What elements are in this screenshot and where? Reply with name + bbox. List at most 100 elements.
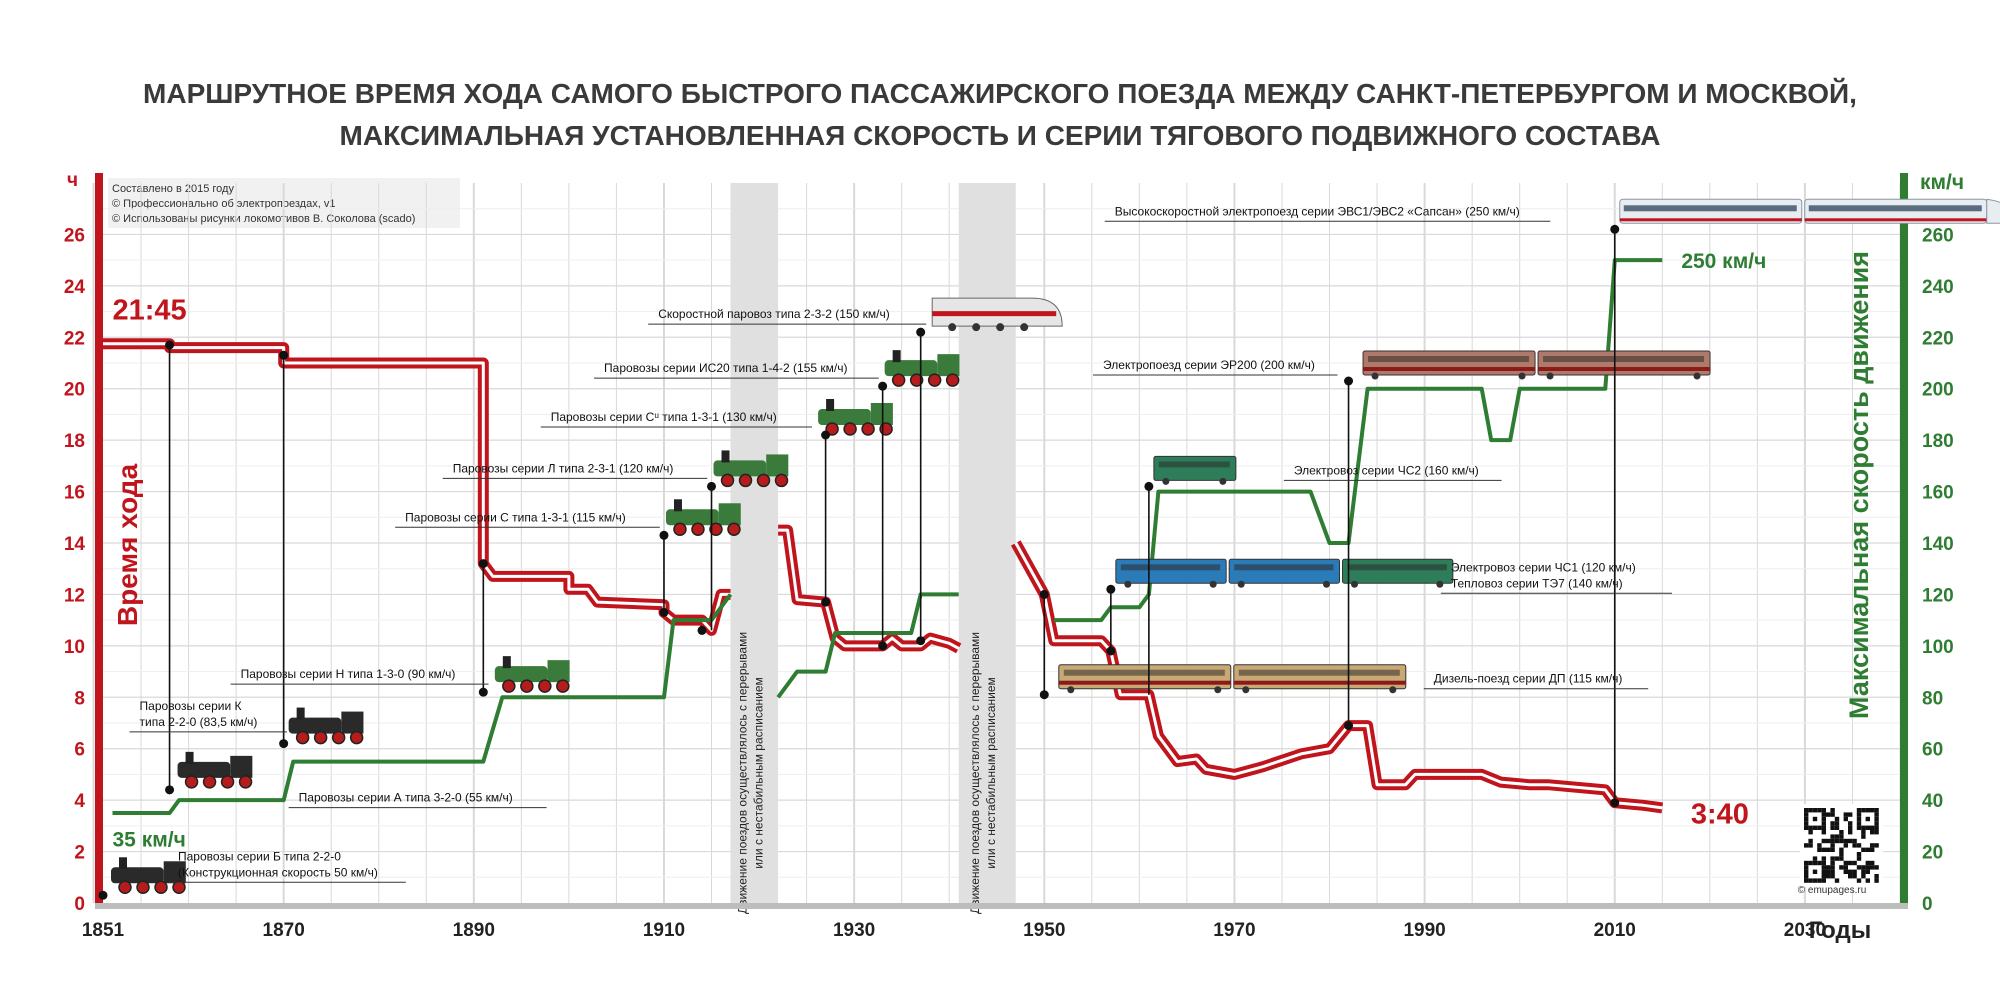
qr-module [1804, 869, 1809, 874]
wheel [118, 880, 132, 895]
y-tick-label-right: 200 [1922, 380, 1954, 401]
data-point [697, 625, 707, 635]
qr-module [1861, 847, 1866, 852]
wheel [331, 730, 346, 745]
y-tick-label-right: 240 [1922, 277, 1954, 298]
wheel [556, 679, 570, 693]
y-tick-label-left: 6 [74, 740, 85, 761]
qr-module [1870, 843, 1875, 848]
y-axis-label-right: Максимальная скорость движения [1844, 251, 1874, 719]
y-tick-label-left: 24 [64, 277, 86, 298]
wheel [1323, 580, 1331, 588]
chimney [721, 450, 730, 463]
chimney [119, 857, 127, 870]
qr-module [1817, 847, 1822, 852]
stripe [932, 311, 1057, 317]
chimney [826, 399, 835, 411]
qr-module [1812, 860, 1818, 866]
qr-module [1821, 856, 1826, 861]
qr-module [1865, 869, 1870, 874]
data-point [478, 559, 488, 569]
wheel [1124, 580, 1132, 588]
wheel [1351, 580, 1359, 588]
qr-module [1865, 860, 1870, 866]
nose [1986, 198, 2000, 224]
y-axis-label-left: Время хода [112, 463, 143, 626]
qr-module [1839, 830, 1844, 835]
vehicle-1 [177, 751, 253, 789]
start-time-label: 21:45 [113, 294, 187, 326]
time-line-outline [778, 524, 962, 654]
vehicle-label: Паровозы серии Б типа 2-2-0 [178, 849, 341, 863]
vehicle-label: Электропоезд серии ЭР200 (200 км/ч) [1103, 358, 1315, 372]
qr-module [1821, 830, 1826, 835]
qr-module [1804, 878, 1809, 883]
wheel [996, 323, 1005, 332]
wheel [520, 679, 534, 693]
y-tick-label-left: 4 [74, 791, 85, 812]
qr-module [1874, 816, 1879, 822]
stripe [1233, 680, 1406, 685]
wheel [738, 473, 753, 488]
qr-module [1830, 808, 1835, 813]
y-tick-label-left: 10 [64, 637, 85, 658]
qr-module [1856, 865, 1862, 870]
qr-module [1821, 878, 1826, 883]
qr-module [1848, 830, 1853, 835]
boiler [665, 509, 719, 526]
qr-module [1821, 860, 1826, 866]
wheel [1546, 372, 1554, 380]
data-point [1610, 798, 1620, 808]
vehicle-5 [713, 450, 789, 488]
qr-module [1856, 852, 1862, 857]
x-axis-label: Годы [1809, 917, 1871, 944]
wheel [756, 473, 771, 488]
qr-module [1826, 812, 1831, 817]
right-axis-bar [1900, 173, 1908, 903]
y-tick-label-left: 2 [74, 843, 85, 864]
boiler [494, 666, 548, 683]
qr-module [1821, 838, 1826, 844]
y-tick-label-right: 60 [1922, 740, 1943, 761]
x-tick-label: 2030 [1784, 920, 1826, 941]
qr-module [1830, 865, 1835, 870]
qr-module [1834, 825, 1840, 830]
qr-module [1843, 869, 1848, 874]
wheel [861, 422, 875, 436]
qr-module [1843, 865, 1848, 870]
y-tick-label-left: 14 [64, 534, 86, 555]
wheel [154, 880, 168, 895]
vehicle-label: Паровозы серии К [140, 699, 242, 713]
vehicle-label: Паровозы серии С типа 1-3-1 (115 км/ч) [405, 510, 626, 524]
qr-module [1861, 825, 1866, 830]
qr-module [1812, 856, 1818, 861]
qr-module [1839, 852, 1844, 857]
data-point [165, 340, 175, 350]
boiler [884, 360, 938, 377]
stripe [1804, 218, 1987, 222]
wheel [1693, 372, 1701, 380]
qr-module [1843, 816, 1848, 822]
wheel [313, 730, 328, 745]
qr-module [1830, 825, 1835, 830]
qr-module [1848, 812, 1853, 817]
vehicle-label: Паровозы серии А типа 3-2-0 (55 км/ч) [299, 791, 513, 805]
x-tick-label: 1990 [1403, 920, 1445, 941]
qr-module [1830, 843, 1835, 848]
y-tick-label-right: 0 [1922, 894, 1933, 915]
vehicle-label-2: Тепловоз серии ТЭ7 (140 км/ч) [1451, 576, 1623, 590]
qr-module [1808, 808, 1813, 813]
data-point [916, 636, 926, 646]
cab [230, 755, 253, 778]
qr-module [1861, 830, 1866, 835]
qr-module [1852, 874, 1857, 879]
wheel [349, 730, 364, 745]
data-point [165, 785, 175, 795]
qr-module [1856, 856, 1862, 861]
wheel [172, 880, 186, 895]
end-speed-label: 250 км/ч [1681, 250, 1766, 273]
qr-module [1856, 816, 1862, 822]
y-tick-label-right: 140 [1922, 534, 1954, 555]
qr-module [1865, 816, 1870, 822]
